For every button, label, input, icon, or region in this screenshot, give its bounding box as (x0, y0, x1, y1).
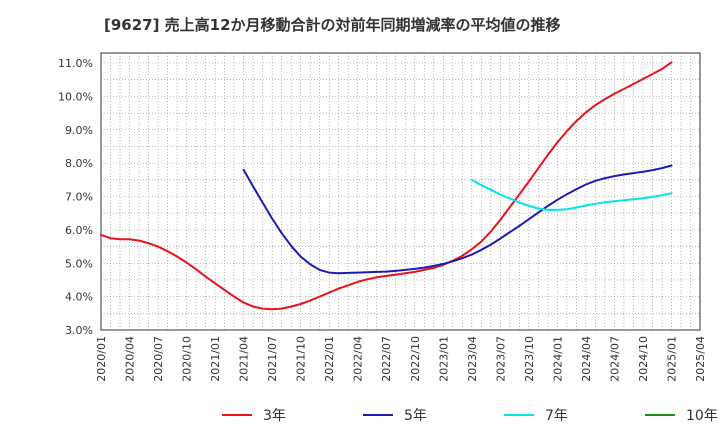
x-tick-label: 2021/04 (238, 336, 251, 382)
x-tick-label: 2023/04 (466, 336, 479, 382)
x-tick-label: 2022/07 (380, 336, 393, 382)
x-tick-label: 2023/07 (494, 336, 507, 382)
x-tick-label: 2020/04 (124, 336, 137, 382)
y-tick-label: 8.0% (65, 157, 93, 170)
series-line-5年 (242, 164, 673, 275)
y-tick-label: 7.0% (65, 191, 93, 204)
legend-label: 10年 (686, 408, 718, 424)
x-tick-label: 2021/07 (266, 336, 279, 382)
y-axis-ticks: 3.0% 4.0% 5.0% 6.0% 7.0% 8.0% 9.0% 10.0% 11.0% (58, 57, 93, 337)
y-tick-label: 9.0% (65, 124, 93, 137)
legend-label: 3年 (263, 408, 286, 424)
legend-label: 5年 (404, 408, 427, 424)
series-line-7年 (470, 178, 673, 211)
legend-item: 7年 (504, 408, 568, 424)
x-tick-label: 2023/01 (437, 336, 450, 382)
x-tick-label: 2024/10 (637, 336, 650, 382)
series-line-3年 (100, 61, 673, 311)
x-tick-label: 2020/01 (95, 336, 108, 382)
x-tick-label: 2021/10 (295, 336, 308, 382)
y-tick-label: 4.0% (65, 291, 93, 304)
legend-item: 5年 (363, 408, 427, 424)
legend-label: 7年 (545, 408, 568, 424)
grid-layer (100, 53, 701, 331)
x-tick-label: 2025/04 (694, 336, 707, 382)
plot-frame (100, 52, 701, 331)
x-tick-label: 2022/04 (352, 336, 365, 382)
legend: 3年 5年 7年 10年 (222, 408, 718, 424)
x-axis-ticks: 2020/01 2020/04 2020/07 2020/10 2021/01 2021/… (95, 336, 707, 382)
x-tick-label: 2021/01 (209, 336, 222, 382)
legend-item: 3年 (222, 408, 286, 424)
series-layer (100, 61, 673, 311)
x-tick-label: 2022/01 (323, 336, 336, 382)
x-tick-label: 2020/10 (181, 336, 194, 382)
x-tick-label: 2023/10 (523, 336, 536, 382)
chart-title: [9627] 売上高12か月移動合計の対前年同期増減率の平均値の推移 (104, 16, 561, 34)
x-tick-label: 2020/07 (152, 336, 165, 382)
legend-item: 10年 (645, 408, 718, 424)
x-tick-label: 2024/01 (551, 336, 564, 382)
x-tick-label: 2025/01 (665, 336, 678, 382)
y-tick-label: 3.0% (65, 324, 93, 337)
x-tick-label: 2022/10 (409, 336, 422, 382)
x-tick-label: 2024/04 (580, 336, 593, 382)
y-tick-label: 10.0% (58, 90, 93, 103)
y-tick-label: 6.0% (65, 224, 93, 237)
x-tick-label: 2024/07 (608, 336, 621, 382)
y-tick-label: 11.0% (58, 57, 93, 70)
y-tick-label: 5.0% (65, 257, 93, 270)
